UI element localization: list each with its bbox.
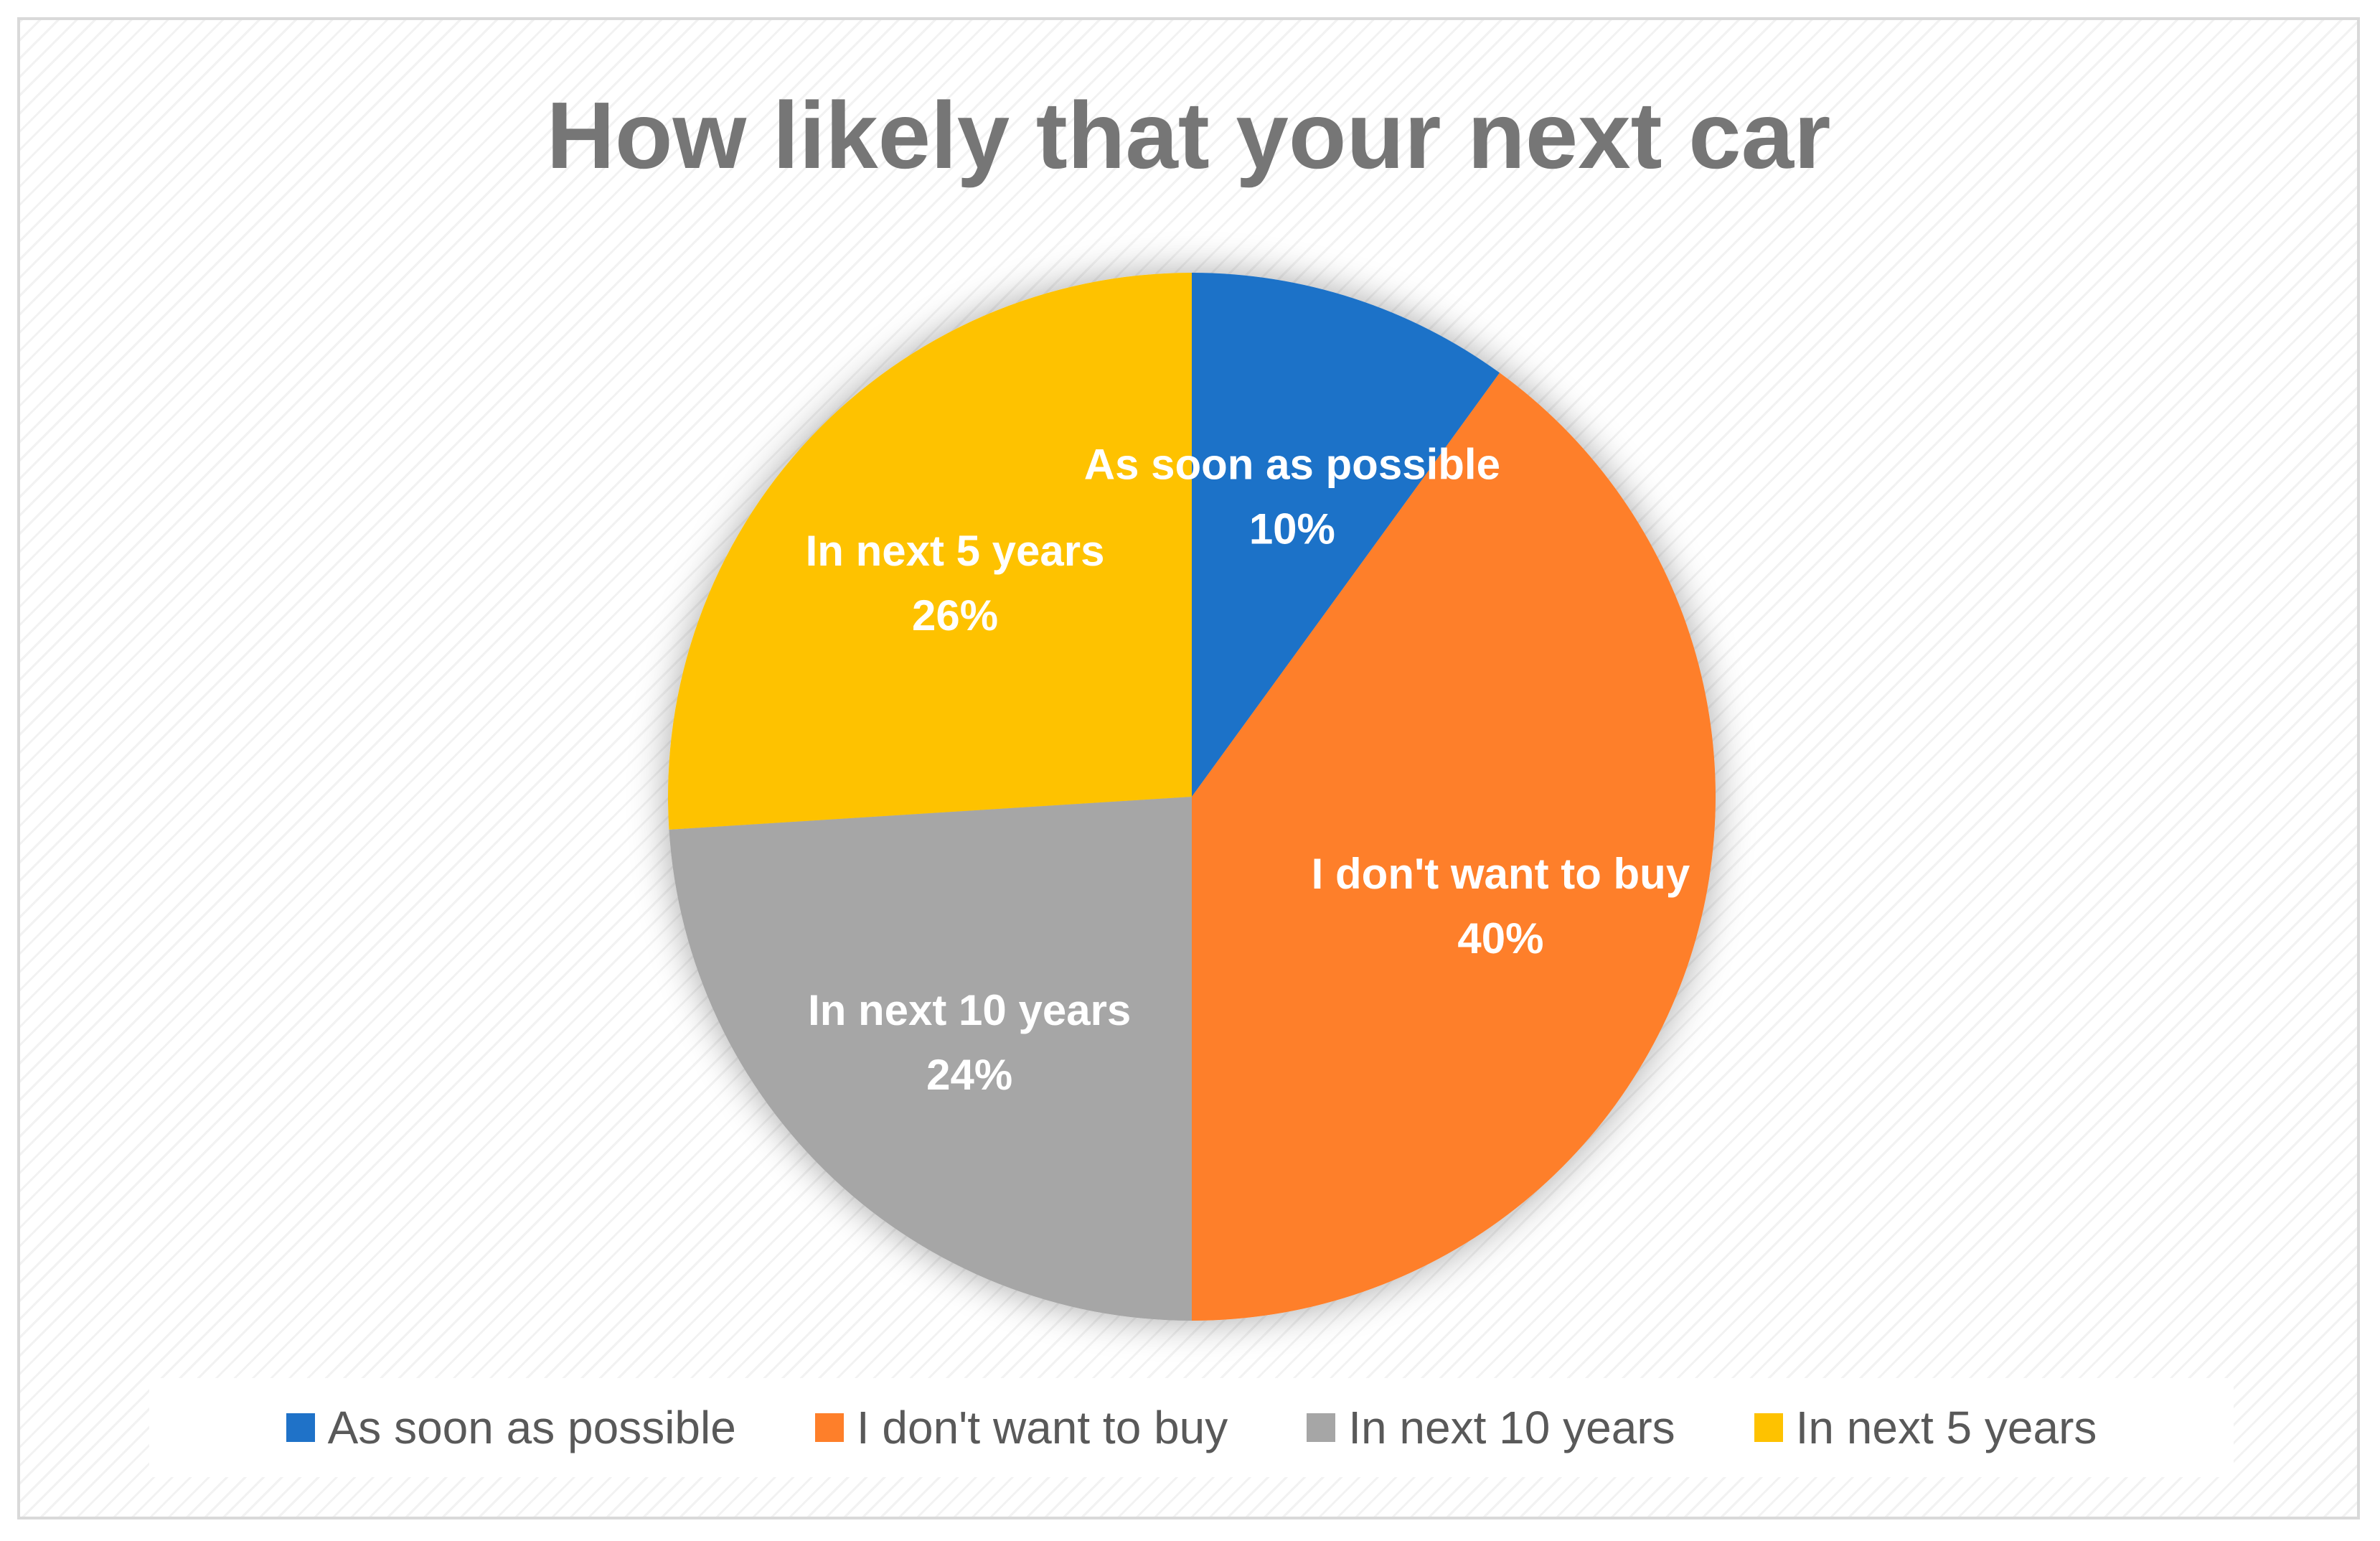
pie-slice-next-10-years: [669, 797, 1192, 1321]
slice-value-label: 24%: [926, 1051, 1012, 1099]
legend-swatch: [1307, 1413, 1336, 1442]
pie-chart: As soon as possible 10% I don't want to bu…: [667, 273, 1716, 1321]
chart-frame: How likely that your next car As soon as…: [17, 17, 2360, 1519]
slice-category-label: I don't want to buy: [1312, 850, 1690, 898]
slice-value-label: 26%: [912, 591, 998, 640]
chart-title: How likely that your next car: [546, 83, 1831, 188]
legend-label: In next 5 years: [1795, 1402, 2097, 1453]
legend-item-dont-want-to-buy: I don't want to buy: [814, 1401, 1228, 1454]
pie-slice-dont-want-to-buy: [1192, 373, 1716, 1321]
slice-category-label: In next 5 years: [806, 527, 1105, 575]
legend-label: I don't want to buy: [856, 1402, 1228, 1453]
legend-swatch: [1754, 1413, 1783, 1442]
legend-item-next-10-years: In next 10 years: [1307, 1401, 1675, 1454]
legend-label: As soon as possible: [327, 1402, 736, 1453]
slice-category-label: As soon as possible: [1084, 441, 1500, 489]
slice-category-label: In next 10 years: [808, 986, 1131, 1034]
pie-slice-as-soon-as-possible: [1192, 273, 1500, 797]
legend-swatch: [814, 1413, 844, 1442]
legend-label: In next 10 years: [1348, 1402, 1675, 1453]
slice-value-label: 40%: [1457, 914, 1543, 962]
pie-slice-next-5-years: [667, 273, 1192, 830]
legend-item-next-5-years: In next 5 years: [1754, 1401, 2097, 1454]
slice-value-label: 10%: [1249, 505, 1335, 553]
legend-swatch: [286, 1413, 315, 1442]
legend-item-as-soon-as-possible: As soon as possible: [286, 1401, 736, 1454]
legend: As soon as possible I don't want to buy …: [149, 1378, 2234, 1477]
